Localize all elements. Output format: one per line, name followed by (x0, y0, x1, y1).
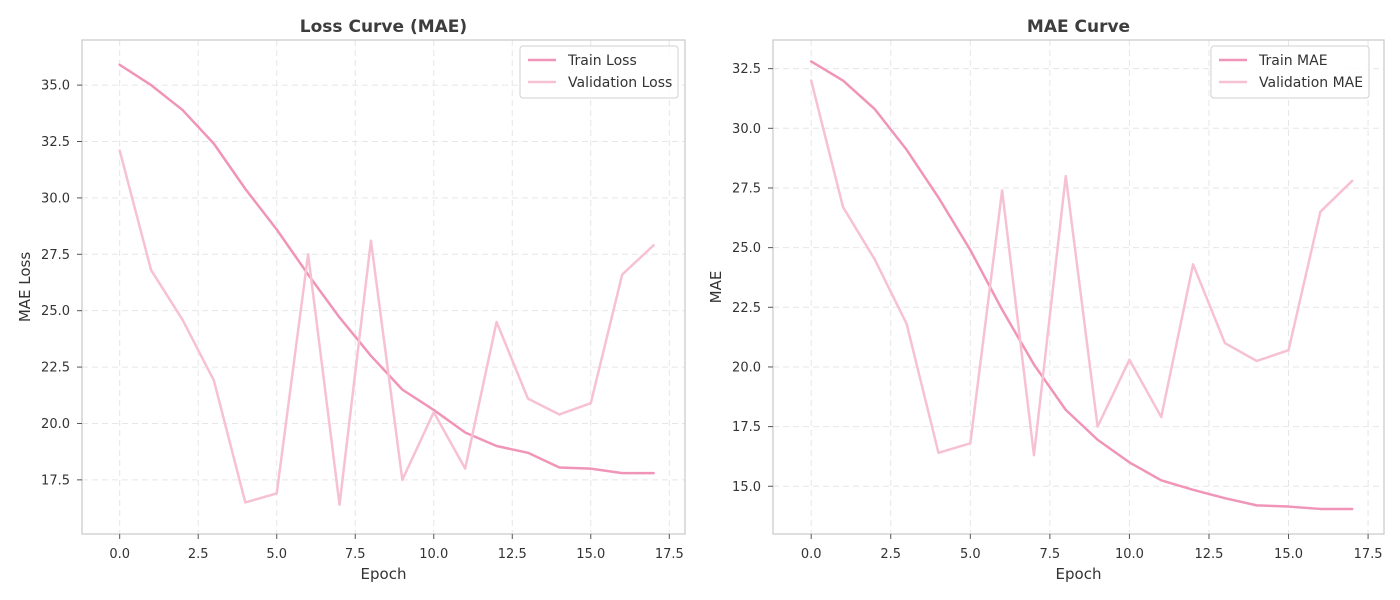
x-tick-label: 10.0 (1115, 547, 1144, 562)
x-tick-label: 5.0 (960, 547, 981, 562)
x-tick-label: 17.5 (655, 547, 684, 562)
legend-box (519, 45, 679, 99)
legend: Train Loss Validation Loss (519, 45, 679, 99)
x-tick-label: 0.0 (801, 547, 822, 562)
plot-frame (772, 39, 1385, 535)
x-tick-label: 7.5 (1040, 547, 1061, 562)
legend-box (1210, 45, 1370, 99)
y-tick-label: 32.5 (732, 62, 761, 77)
plot-frame (81, 39, 686, 535)
legend: Train MAE Validation MAE (1210, 45, 1370, 99)
y-tick-label: 25.0 (41, 304, 70, 319)
y-tick-label: 30.0 (41, 191, 70, 206)
series-line-train-mae (809, 60, 1354, 511)
series-line-train-loss (118, 63, 655, 475)
y-tick-label: 17.5 (732, 420, 761, 435)
x-tick-label: 15.0 (1274, 547, 1303, 562)
y-tick-label: 25.0 (732, 241, 761, 256)
x-tick-label: 12.5 (498, 547, 527, 562)
x-tick-label: 15.0 (576, 547, 605, 562)
y-tick-label: 32.5 (41, 135, 70, 150)
x-tick-label: 2.5 (188, 547, 209, 562)
legend-entry-label: Train MAE (1258, 53, 1328, 69)
mae-curve-panel: 0.0 2.5 5.0 7.5 10.0 12.5 15.0 17.5 15.0 17.5 20.0… (707, 17, 1385, 583)
x-tick-label: 2.5 (880, 547, 901, 562)
y-axis-label: MAE Loss (16, 252, 34, 323)
y-tick-label: 35.0 (41, 79, 70, 94)
y-tick-label: 20.0 (41, 417, 70, 432)
x-tick-label: 12.5 (1194, 547, 1223, 562)
x-tick-label: 17.5 (1354, 547, 1383, 562)
x-tick-label: 10.0 (419, 547, 448, 562)
y-axis-label: MAE (707, 271, 725, 304)
x-axis-label: Epoch (1056, 565, 1102, 583)
series-line-validation-loss (118, 149, 655, 506)
legend-entry-label: Validation Loss (568, 75, 672, 91)
y-tick-label: 27.5 (732, 181, 761, 196)
y-tick-label: 20.0 (732, 360, 761, 375)
legend-entry-label: Validation MAE (1259, 75, 1363, 91)
x-tick-label: 0.0 (109, 547, 130, 562)
loss-curve-panel: 0.0 2.5 5.0 7.5 10.0 12.5 15.0 17.5 17.5 20.0 22.5… (16, 17, 686, 583)
y-tick-label: 27.5 (41, 248, 70, 263)
x-axis-label: Epoch (361, 565, 407, 583)
chart-title: MAE Curve (1027, 17, 1130, 37)
y-tick-label: 17.5 (41, 473, 70, 488)
x-tick-label: 7.5 (345, 547, 366, 562)
legend-entry-label: Train Loss (567, 53, 637, 69)
y-tick-label: 15.0 (732, 480, 761, 495)
chart-title: Loss Curve (MAE) (300, 17, 467, 37)
y-tick-label: 30.0 (732, 122, 761, 137)
y-tick-label: 22.5 (41, 361, 70, 376)
y-tick-label: 22.5 (732, 301, 761, 316)
series-line-validation-mae (809, 79, 1354, 457)
x-tick-label: 5.0 (266, 547, 287, 562)
